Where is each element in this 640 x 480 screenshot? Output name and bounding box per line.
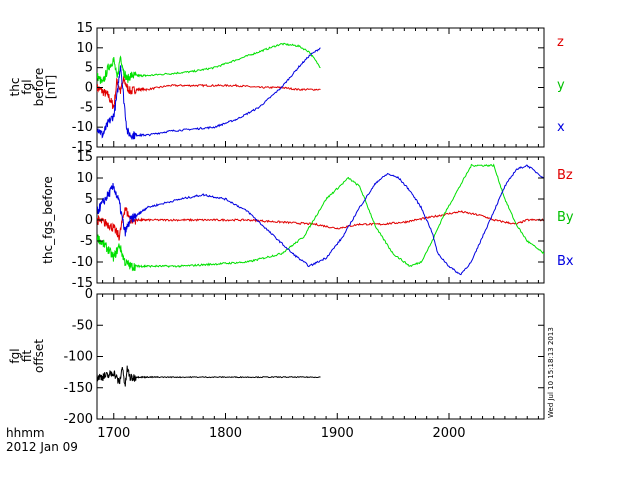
- panel-1-ytick-label: 0: [85, 81, 93, 96]
- panel-3-ytick-label: 0: [85, 287, 93, 302]
- legend-bz: Bz: [557, 168, 573, 183]
- xtick-label: 1900: [321, 426, 354, 441]
- panel-2-ylabel: thc_fgs_before: [41, 176, 55, 264]
- axes-layer: 151050-5-10-15151050-5-10-150-50-100-150…: [63, 21, 544, 441]
- legend-z: z: [557, 35, 564, 50]
- panel-2-ytick-label: 15: [76, 150, 93, 165]
- panel-3-ytick-label: -50: [72, 318, 93, 333]
- panel-2-ytick-label: -15: [72, 276, 93, 291]
- panel-1-ytick-label: -5: [80, 100, 93, 115]
- xtick-label: 1700: [97, 426, 130, 441]
- panel-1-ytick-label: -15: [72, 140, 93, 155]
- panel-2-ytick-label: -5: [80, 234, 93, 249]
- panel-1-frame: [96, 27, 545, 148]
- panel-2-ytick-label: -10: [72, 255, 93, 270]
- legend-by: By: [557, 210, 574, 225]
- panel-2-series-1-line: [97, 207, 544, 241]
- legend-y: y: [557, 78, 565, 93]
- panel-2-data: [97, 163, 544, 276]
- panel-3-series-1-line: [97, 365, 321, 387]
- panel-1-ytick-label: -10: [72, 120, 93, 135]
- panel-1-ylabel-line-3: before: [32, 68, 46, 107]
- panel-2-ytick-label: 0: [85, 213, 93, 228]
- panel-2-ytick-label: 10: [76, 171, 93, 186]
- legend-x: x: [557, 120, 565, 135]
- panel-1-ylabel-line-1: thc: [8, 78, 22, 97]
- panel-3-ylabel-line-2: fit: [20, 350, 34, 363]
- panel-3-ytick-label: -200: [63, 412, 93, 427]
- timestamp: Wed Jul 10 15:18:13 2013: [547, 327, 555, 418]
- panel-1-data: [97, 42, 321, 140]
- footer-hhmm: hhmm: [6, 426, 45, 440]
- panel-1-series-2-line: [97, 42, 321, 84]
- panel-3-frame: [96, 293, 545, 420]
- legend-bx: Bx: [557, 254, 574, 269]
- panel-3-ylabel-line-3: offset: [32, 339, 46, 373]
- panel-1-ytick-label: 10: [76, 41, 93, 56]
- panel-2-ytick-label: 5: [85, 192, 93, 207]
- panel-3-ytick-label: -100: [63, 350, 93, 365]
- xtick-label: 2000: [432, 426, 465, 441]
- panel-2-series-2-line: [97, 163, 544, 272]
- panel-3-ytick-label: -150: [63, 381, 93, 396]
- xtick-label: 1800: [209, 426, 242, 441]
- panel-1-series-3-line: [97, 47, 321, 140]
- panel-1-ylabel-line-4: [nT]: [44, 75, 58, 99]
- panel-1-ytick-label: 15: [76, 21, 93, 36]
- panel-3-data: [97, 365, 321, 387]
- panel-2-series-3-line: [97, 164, 544, 276]
- panel-1-ylabel-line-2: fgl: [20, 79, 34, 94]
- footer-date: 2012 Jan 09: [6, 440, 78, 454]
- panel-1-series-1-line: [97, 75, 321, 109]
- panel-1-ytick-label: 5: [85, 61, 93, 76]
- panel-3-ylabel-line-1: fgl: [8, 348, 22, 363]
